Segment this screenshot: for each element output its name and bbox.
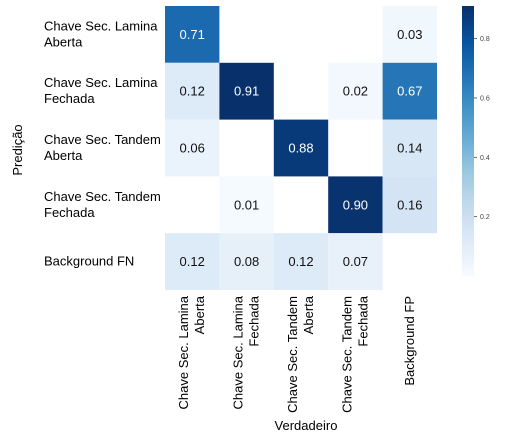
cell-value-label: 0.16 — [397, 197, 422, 212]
cell-value-label: 0.08 — [234, 254, 259, 269]
x-tick-label: Chave Sec. LaminaFechada — [231, 295, 262, 409]
heatmap-cell — [165, 62, 220, 120]
cell-value-label: 0.90 — [343, 197, 368, 212]
heatmap-cell — [382, 6, 437, 63]
cell-value-label: 0.12 — [180, 254, 205, 269]
x-tick-label: Background FP — [402, 296, 417, 386]
cell-value-label: 0.02 — [343, 84, 368, 99]
y-tick-label: Chave Sec. Tandem Fechada — [44, 189, 161, 220]
x-tick-label: Chave Sec. TandemAberta — [285, 295, 316, 413]
heatmap-cell — [382, 119, 437, 177]
cell-value-label: 0.12 — [180, 84, 205, 99]
cell-value-label: 0.01 — [234, 197, 259, 212]
heatmap-cell — [328, 233, 383, 290]
heatmap-cell — [165, 6, 220, 63]
heatmap-cell — [165, 119, 220, 177]
heatmap-cell — [382, 176, 437, 234]
x-tick-label: Chave Sec. TandemFechada — [339, 295, 370, 413]
x-axis-title: Verdadeiro — [275, 418, 338, 433]
y-axis-title: Predição — [10, 124, 25, 175]
heatmap-cell — [328, 176, 383, 234]
cell-value-label: 0.88 — [288, 141, 313, 156]
y-tick-label: Chave Sec. Lamina Fechada — [44, 75, 158, 106]
y-tick-label: Background FN — [44, 254, 134, 269]
cell-value-label: 0.91 — [234, 84, 259, 99]
y-tick-label: Chave Sec. Lamina Aberta — [44, 18, 158, 49]
colorbar — [462, 6, 474, 276]
y-tick-label: Chave Sec. Tandem Aberta — [44, 132, 161, 163]
heatmap-cell — [219, 233, 274, 290]
cell-value-label: 0.07 — [343, 254, 368, 269]
colorbar-tick-label: 0.4 — [480, 155, 490, 162]
colorbar-tick-label: 0.6 — [480, 95, 490, 102]
cell-value-label: 0.12 — [288, 254, 313, 269]
heatmap-cell — [165, 233, 220, 290]
heatmap-cell — [219, 62, 274, 120]
x-tick-label: Chave Sec. LaminaAberta — [176, 295, 207, 409]
heatmap-cell — [382, 62, 437, 120]
cell-value-label: 0.71 — [180, 27, 205, 42]
cell-value-label: 0.67 — [397, 84, 422, 99]
heatmap-cell — [219, 176, 274, 234]
colorbar-tick-label: 0.2 — [480, 214, 490, 221]
heatmap-cell — [273, 233, 329, 290]
cell-value-label: 0.14 — [397, 141, 422, 156]
colorbar-tick-label: 0.8 — [480, 36, 490, 43]
cell-value-label: 0.03 — [397, 27, 422, 42]
heatmap-cell — [328, 62, 383, 120]
cell-value-label: 0.06 — [180, 141, 205, 156]
heatmap-cell — [273, 119, 329, 177]
